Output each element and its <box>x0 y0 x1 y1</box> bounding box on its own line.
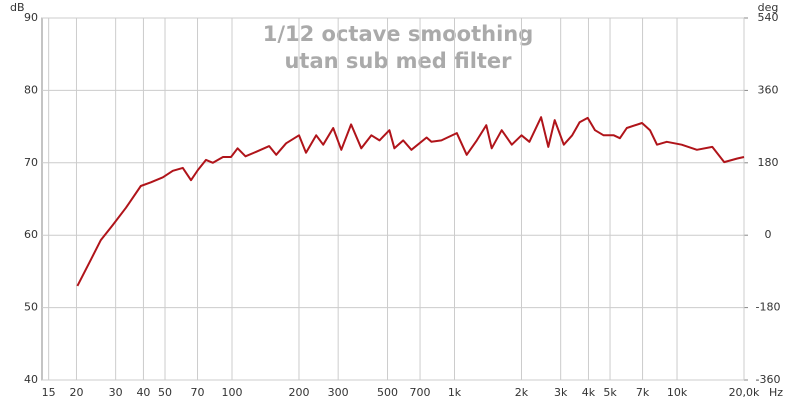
x-tick-label: 100 <box>221 386 242 399</box>
data-line <box>76 116 745 287</box>
y2-tick-label: -360 <box>756 373 781 386</box>
x-tick-label: 10k <box>667 386 688 399</box>
y2-tick-label: 0 <box>765 228 772 241</box>
x-tick-label: 20 <box>69 386 83 399</box>
x-tick-label: 200 <box>288 386 309 399</box>
y-tick-label: 60 <box>24 228 38 241</box>
plot-area <box>41 17 745 381</box>
x-tick-label: 4k <box>582 386 596 399</box>
y2-tick-label: -180 <box>756 301 781 314</box>
y-tick-label: 90 <box>24 11 38 24</box>
x-axis-label: Hz <box>769 386 783 399</box>
x-tick-label: 500 <box>377 386 398 399</box>
y-tick-label: 80 <box>24 83 38 96</box>
x-tick-label: 40 <box>136 386 150 399</box>
y-tick-label: 70 <box>24 156 38 169</box>
x-tick-label: 1k <box>448 386 462 399</box>
x-tick-label: 30 <box>109 386 123 399</box>
x-tick-label: 50 <box>158 386 172 399</box>
y-tick-label: 50 <box>24 301 38 314</box>
y2-tick-label: 180 <box>758 156 779 169</box>
x-tick-label: 70 <box>191 386 205 399</box>
x-tick-label: 300 <box>328 386 349 399</box>
y2-tick-label: 360 <box>758 83 779 96</box>
x-tick-label: 2k <box>515 386 529 399</box>
chart-title: 1/12 octave smoothing <box>263 22 534 46</box>
x-tick-label: 3k <box>554 386 568 399</box>
y2-tick-label: 540 <box>758 11 779 24</box>
x-tick-label: 5k <box>603 386 617 399</box>
x-tick-label: 15 <box>42 386 56 399</box>
x-tick-label: 7k <box>636 386 650 399</box>
x-tick-label: 20,0k <box>729 386 760 399</box>
y-axis-label: dB <box>10 1 25 14</box>
x-tick-label: 700 <box>410 386 431 399</box>
y2-axis-label: deg <box>758 1 779 14</box>
chart-subtitle: utan sub med filter <box>284 49 512 73</box>
y-tick-label: 40 <box>24 373 38 386</box>
